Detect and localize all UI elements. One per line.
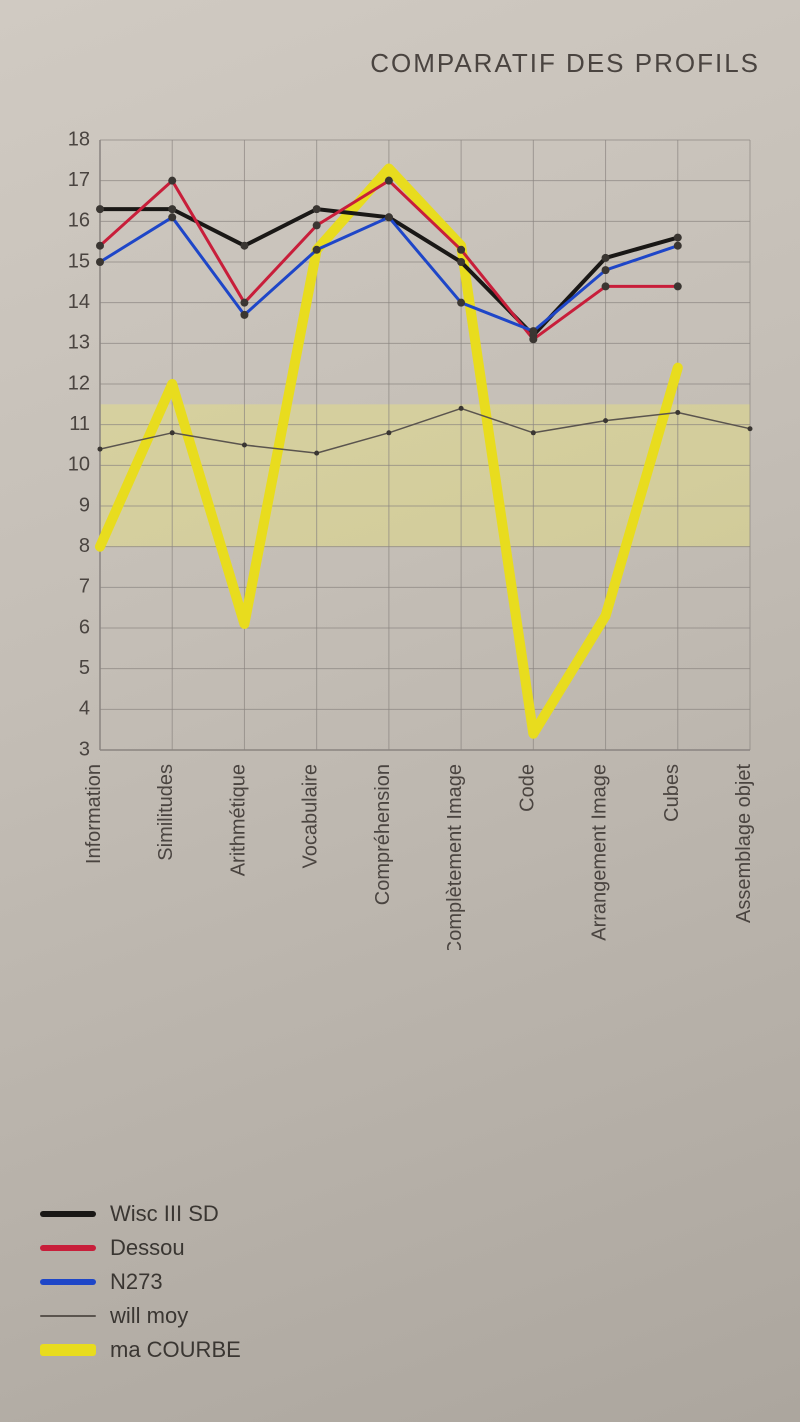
marker <box>602 266 610 274</box>
xtick-label: Assemblage objet <box>733 764 755 923</box>
ytick-label: 8 <box>79 535 90 557</box>
marker <box>748 426 753 431</box>
xtick-label: Arithmétique <box>227 764 249 876</box>
ytick-label: 16 <box>68 210 90 232</box>
ytick-label: 12 <box>68 372 90 394</box>
marker <box>457 258 465 266</box>
marker <box>457 299 465 307</box>
xtick-label: Cubes <box>661 764 683 822</box>
ytick-label: 3 <box>79 738 90 760</box>
ytick-label: 4 <box>79 698 90 720</box>
xtick-label: Code <box>516 764 538 812</box>
legend: Wisc III SD Dessou N273 will moy ma COURBE <box>40 1200 241 1370</box>
ytick-label: 18 <box>68 130 90 150</box>
marker <box>168 205 176 213</box>
legend-swatch <box>40 1315 96 1317</box>
legend-swatch <box>40 1344 96 1356</box>
marker <box>459 406 464 411</box>
legend-item-dessou: Dessou <box>40 1234 241 1262</box>
marker <box>675 410 680 415</box>
chart-svg: 3 4 5 6 7 8 9 10 11 12 13 14 15 16 17 18 Information Simi… <box>30 130 770 950</box>
legend-swatch <box>40 1245 96 1251</box>
marker <box>603 418 608 423</box>
chart-title: COMPARATIF DES PROFILS <box>370 48 760 79</box>
ytick-label: 6 <box>79 616 90 638</box>
xtick-label: Similitudes <box>155 764 177 861</box>
marker <box>168 213 176 221</box>
xtick-label: Arrangement Image <box>589 764 611 941</box>
marker <box>313 205 321 213</box>
marker <box>170 430 175 435</box>
marker <box>602 254 610 262</box>
marker <box>240 242 248 250</box>
legend-item-willmoy: will moy <box>40 1302 241 1330</box>
ytick-label: 10 <box>68 454 90 476</box>
marker <box>531 430 536 435</box>
legend-item-n273: N273 <box>40 1268 241 1296</box>
marker <box>242 443 247 448</box>
marker <box>457 246 465 254</box>
ytick-label: 7 <box>79 576 90 598</box>
marker <box>385 213 393 221</box>
ytick-label: 11 <box>69 413 90 435</box>
legend-label: ma COURBE <box>110 1339 241 1361</box>
marker <box>313 221 321 229</box>
marker <box>96 258 104 266</box>
ytick-label: 15 <box>68 250 90 272</box>
marker <box>314 451 319 456</box>
marker <box>602 282 610 290</box>
marker <box>386 430 391 435</box>
marker <box>385 177 393 185</box>
xtick-label: Complètement Image <box>444 764 466 950</box>
marker <box>240 299 248 307</box>
marker <box>168 177 176 185</box>
marker <box>96 205 104 213</box>
ytick-label: 17 <box>68 169 90 191</box>
legend-item-macourbe: ma COURBE <box>40 1336 241 1364</box>
ytick-label: 13 <box>68 332 90 354</box>
chart: 3 4 5 6 7 8 9 10 11 12 13 14 15 16 17 18 Information Simi… <box>30 130 770 950</box>
marker <box>674 234 682 242</box>
marker <box>240 311 248 319</box>
ytick-label: 14 <box>68 291 90 313</box>
ytick-label: 9 <box>79 494 90 516</box>
legend-item-wisc: Wisc III SD <box>40 1200 241 1228</box>
marker <box>529 335 537 343</box>
legend-label: Dessou <box>110 1237 185 1259</box>
marker <box>313 246 321 254</box>
xtick-label: Vocabulaire <box>300 764 322 869</box>
xtick-label: Information <box>83 764 105 864</box>
xtick-label: Compréhension <box>372 764 394 905</box>
legend-label: Wisc III SD <box>110 1203 219 1225</box>
marker <box>96 242 104 250</box>
marker <box>529 327 537 335</box>
legend-label: N273 <box>110 1271 163 1293</box>
ytick-label: 5 <box>79 657 90 679</box>
page: COMPARATIF DES PROFILS 3 4 5 6 7 8 9 10 11 12 13 14… <box>0 0 800 1422</box>
marker <box>98 447 103 452</box>
legend-label: will moy <box>110 1305 188 1327</box>
legend-swatch <box>40 1211 96 1217</box>
marker <box>674 242 682 250</box>
marker <box>674 282 682 290</box>
legend-swatch <box>40 1279 96 1285</box>
